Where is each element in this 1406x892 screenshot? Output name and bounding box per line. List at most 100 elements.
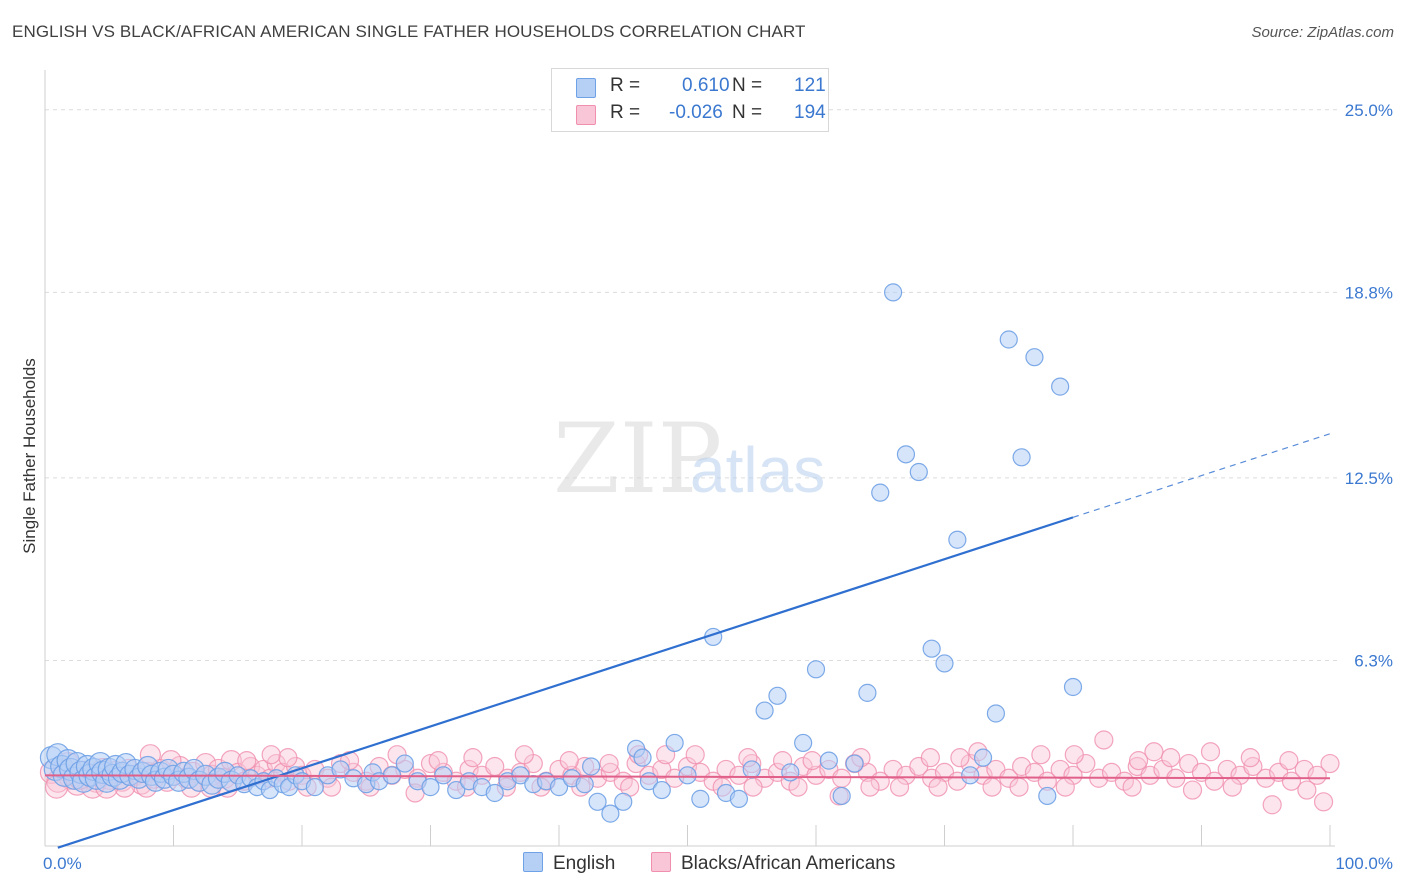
black-point bbox=[802, 751, 822, 771]
black-point bbox=[743, 777, 763, 797]
x-tick-label: 100.0% bbox=[1335, 854, 1393, 873]
english-point bbox=[652, 780, 671, 800]
english-point bbox=[922, 639, 941, 658]
english-point bbox=[819, 751, 838, 770]
watermark-zip: ZIP bbox=[553, 403, 722, 515]
black-point bbox=[1307, 765, 1327, 785]
english-point bbox=[858, 683, 877, 702]
watermark: ZIP atlas bbox=[553, 403, 825, 515]
english-point bbox=[794, 733, 813, 753]
bottom-english-swatch bbox=[523, 852, 543, 872]
english-point bbox=[742, 760, 761, 779]
english-point bbox=[421, 778, 440, 797]
english-r-value: 0.610 bbox=[682, 75, 730, 96]
black-point bbox=[1031, 745, 1051, 765]
english-r-label: R = bbox=[610, 75, 641, 96]
black-r-label: R = bbox=[610, 102, 641, 123]
y-tick-label: 6.3% bbox=[1354, 651, 1393, 670]
english-point bbox=[935, 654, 954, 673]
english-swatch bbox=[576, 78, 596, 98]
black-point bbox=[832, 768, 852, 788]
english-point bbox=[1012, 448, 1031, 467]
black-point bbox=[1114, 771, 1135, 791]
watermark-atlas: atlas bbox=[690, 434, 825, 506]
axes bbox=[44, 70, 1335, 847]
x-tick-marks bbox=[44, 825, 1331, 846]
chart-source: Source: ZipAtlas.com bbox=[1251, 24, 1394, 41]
black-point bbox=[559, 751, 579, 771]
bottom-english-label: English bbox=[553, 853, 616, 874]
english-point bbox=[575, 775, 594, 794]
x-tick-labels: 0.0% 100.0% bbox=[43, 854, 1393, 873]
correlation-legend: R = 0.610 N = 121 R = -0.026 N = 194 bbox=[551, 68, 829, 132]
bottom-legend-black[interactable]: Blacks/African Americans bbox=[651, 852, 895, 875]
english-point bbox=[768, 686, 787, 705]
english-point bbox=[871, 483, 890, 502]
english-point bbox=[845, 754, 864, 773]
black-point bbox=[1128, 751, 1149, 771]
english-point bbox=[961, 766, 980, 785]
english-point bbox=[896, 445, 916, 464]
english-point bbox=[582, 757, 601, 776]
black-point bbox=[237, 751, 257, 771]
black-point bbox=[950, 748, 970, 768]
english-point bbox=[832, 786, 851, 806]
y-tick-label: 12.5% bbox=[1345, 469, 1393, 488]
english-point bbox=[781, 763, 800, 782]
black-point bbox=[1279, 751, 1299, 771]
english-trend-line bbox=[57, 516, 1074, 849]
y-tick-label: 25.0% bbox=[1345, 101, 1393, 120]
black-point bbox=[1161, 748, 1181, 768]
black-point bbox=[1222, 777, 1242, 797]
english-point bbox=[1025, 348, 1044, 367]
english-point bbox=[614, 792, 633, 811]
bottom-black-swatch bbox=[651, 852, 671, 872]
english-n-value: 121 bbox=[794, 75, 826, 96]
black-point bbox=[1240, 748, 1260, 768]
black-point bbox=[1064, 745, 1084, 765]
english-point bbox=[331, 760, 350, 779]
black-point bbox=[1262, 795, 1282, 815]
black-point bbox=[982, 777, 1002, 797]
black-trend-line bbox=[44, 774, 1331, 780]
english-point bbox=[511, 766, 530, 785]
english-point bbox=[883, 283, 903, 302]
grid-lines bbox=[45, 109, 1340, 661]
english-point bbox=[691, 789, 710, 808]
english-point bbox=[588, 792, 607, 811]
english-point bbox=[395, 754, 414, 773]
black-point bbox=[685, 745, 705, 765]
black-point bbox=[1200, 742, 1221, 762]
black-point bbox=[599, 753, 619, 774]
black-point bbox=[1122, 777, 1142, 797]
english-point bbox=[806, 660, 826, 679]
black-point bbox=[278, 748, 298, 768]
black-point bbox=[1320, 753, 1340, 774]
black-point bbox=[1094, 730, 1114, 750]
english-point bbox=[1063, 677, 1083, 697]
black-point bbox=[261, 745, 281, 765]
black-point bbox=[860, 777, 880, 797]
black-point bbox=[1182, 780, 1203, 800]
english-point bbox=[447, 780, 466, 800]
bottom-legend-english[interactable]: English bbox=[523, 852, 615, 875]
english-point bbox=[678, 766, 697, 785]
english-point bbox=[948, 530, 967, 549]
black-point bbox=[1313, 792, 1334, 812]
black-r-value: -0.026 bbox=[669, 102, 723, 123]
english-point bbox=[973, 748, 993, 767]
black-point bbox=[463, 748, 483, 768]
black-n-value: 194 bbox=[794, 102, 826, 123]
english-point bbox=[665, 733, 684, 753]
black-n-label: N = bbox=[732, 102, 763, 123]
black-point bbox=[1063, 765, 1083, 785]
black-point bbox=[1055, 777, 1075, 797]
y-axis-label: Single Father Households bbox=[20, 358, 39, 554]
y-tick-labels: 6.3% 12.5% 18.8% 25.0% bbox=[1345, 101, 1393, 671]
english-n-label: N = bbox=[732, 75, 763, 96]
english-point bbox=[601, 804, 620, 823]
black-swatch bbox=[576, 105, 596, 125]
english-points bbox=[39, 283, 1083, 823]
black-point bbox=[928, 777, 948, 797]
